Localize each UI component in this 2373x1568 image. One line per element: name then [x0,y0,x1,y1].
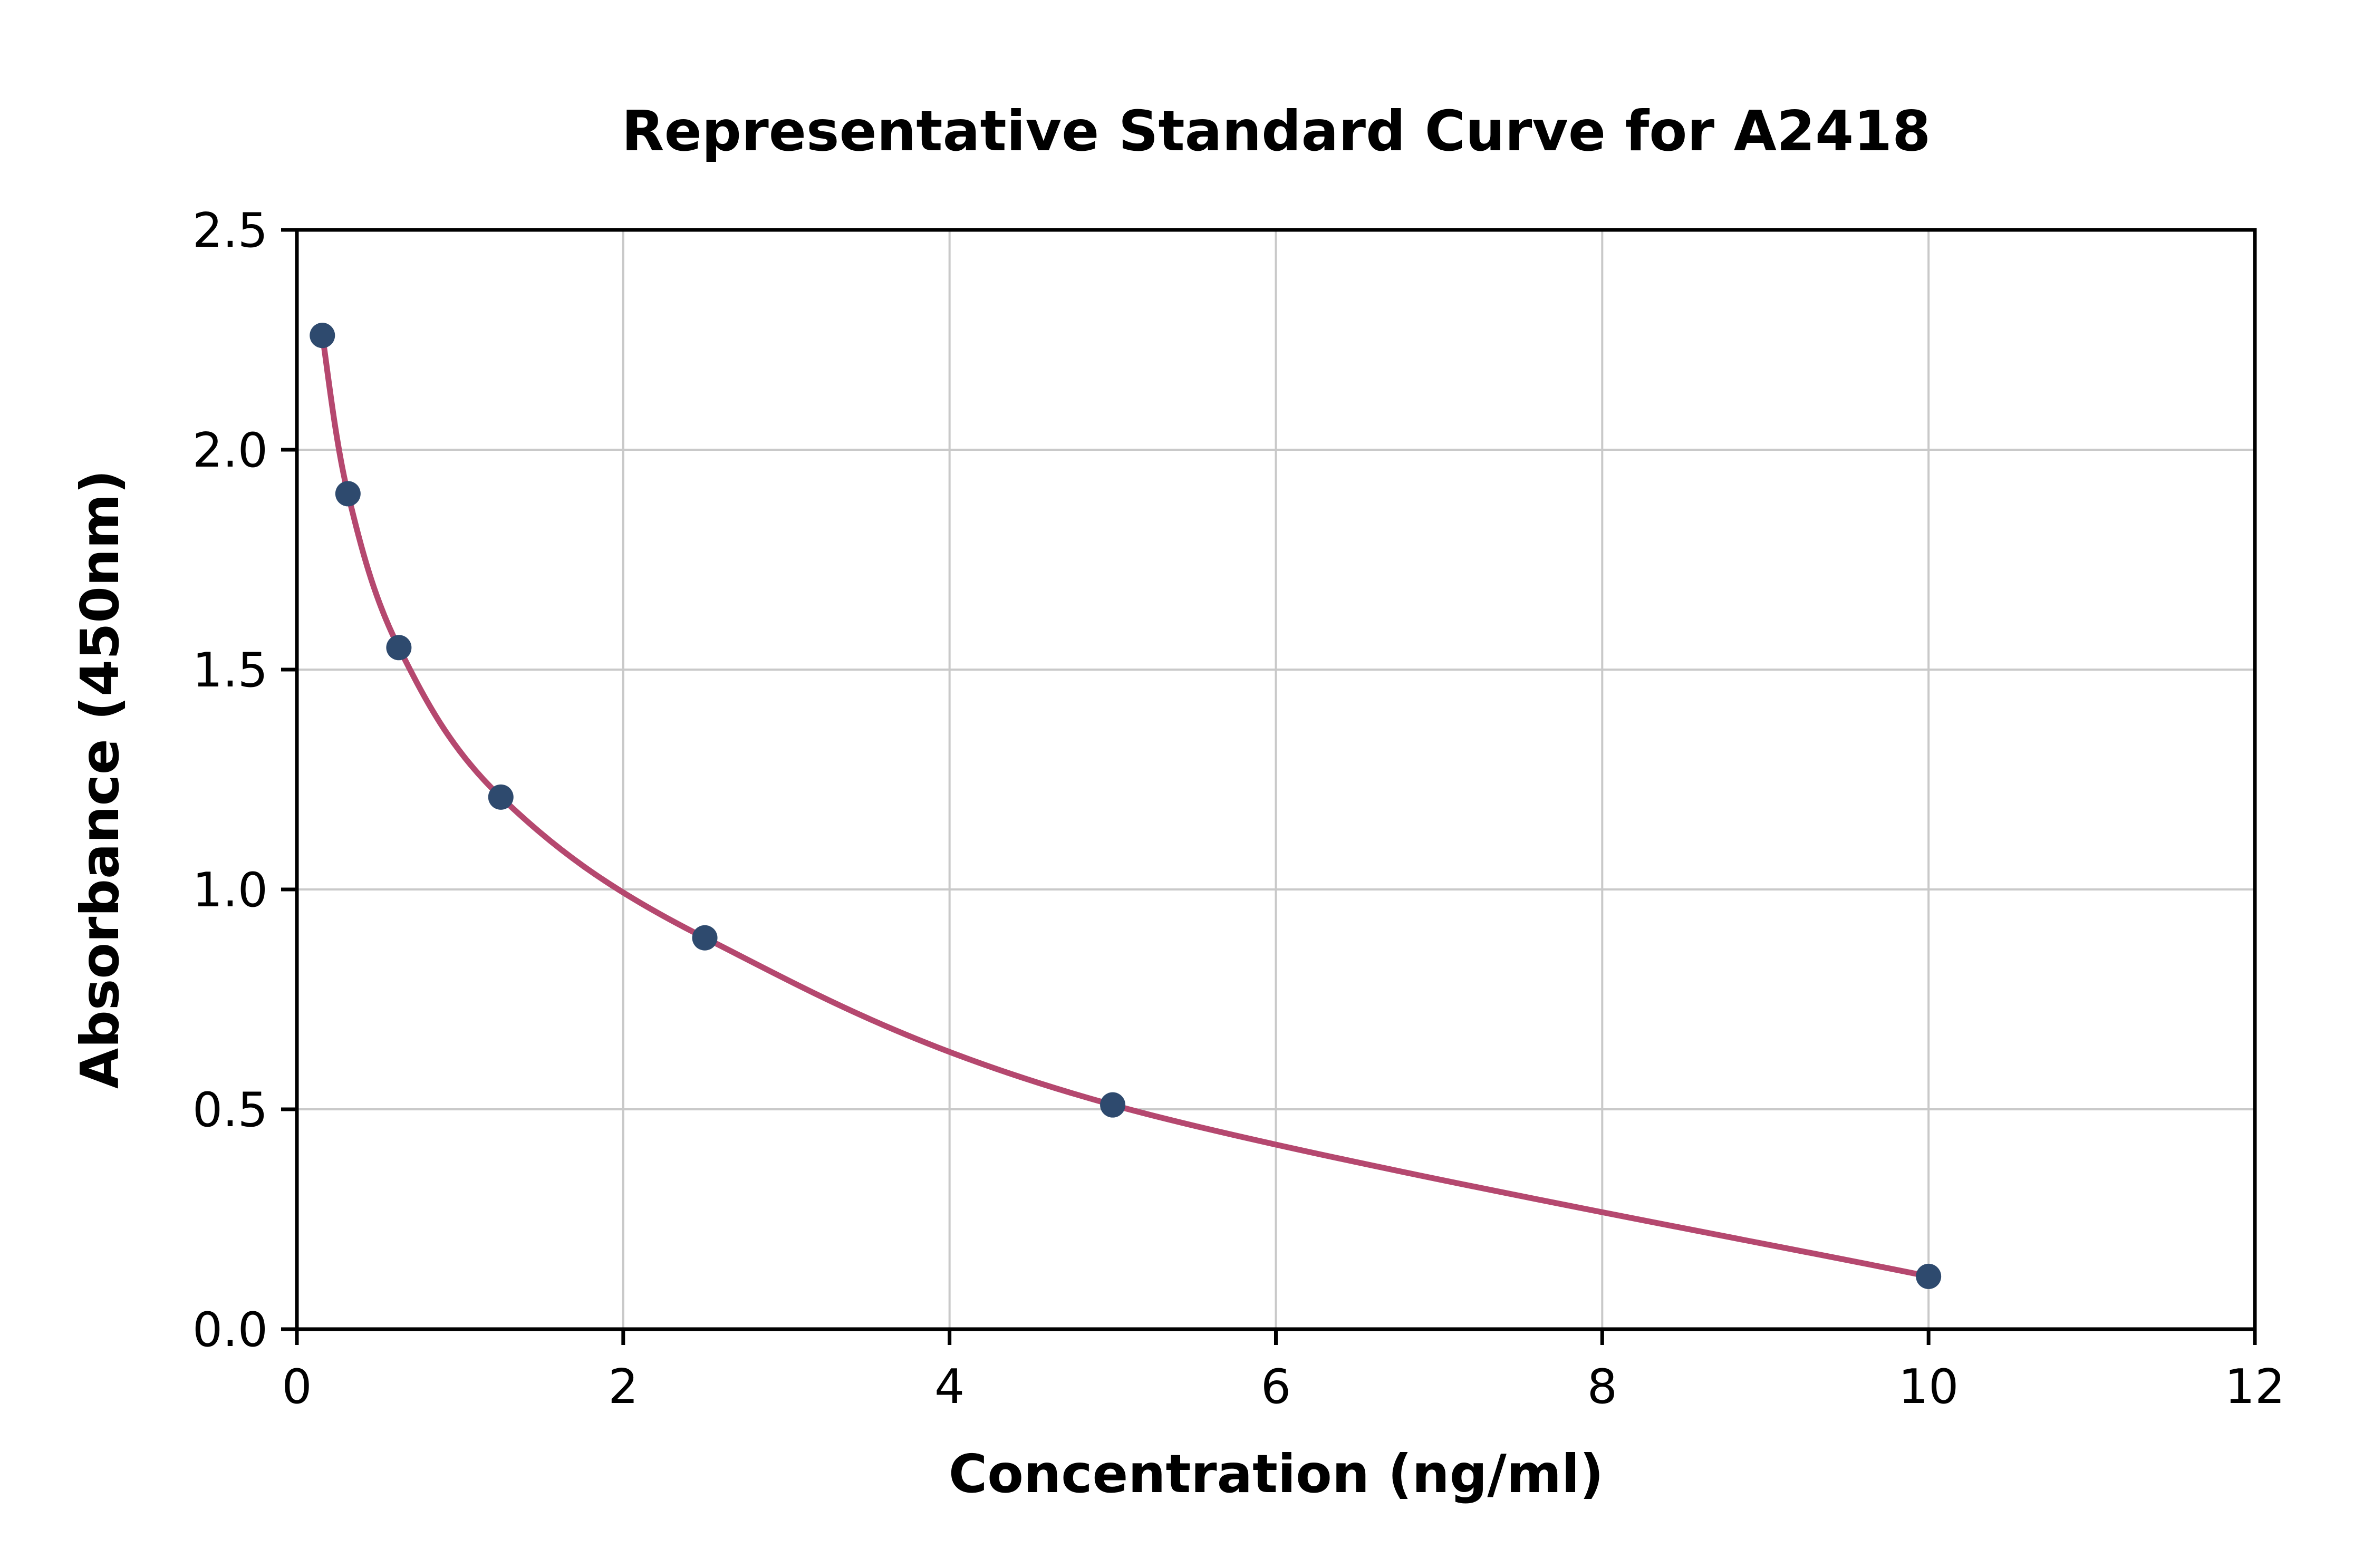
y-tick-label: 2.5 [192,203,268,258]
y-axis-label: Absorbance (450nm) [69,470,131,1089]
x-tick-label: 2 [608,1359,638,1415]
data-point [488,784,514,810]
x-axis-label: Concentration (ng/ml) [949,1443,1604,1505]
data-point [1100,1092,1126,1118]
data-layer [310,323,1942,1289]
y-tick-label: 1.5 [192,643,268,698]
data-point [310,323,335,349]
y-tick-label: 1.0 [192,863,268,918]
x-tick-label: 6 [1261,1359,1291,1415]
chart-title: Representative Standard Curve for A2418 [622,99,1931,163]
grid-layer [297,230,2255,1329]
y-tick-label: 0.5 [192,1082,268,1138]
data-point [1916,1263,1942,1289]
x-tick-label: 4 [934,1359,964,1415]
y-tick-label: 0.0 [192,1302,268,1358]
x-tick-label: 0 [282,1359,312,1415]
x-tick-label: 10 [1898,1359,1959,1415]
data-point [386,635,412,661]
fitted-curve [319,332,1932,1280]
data-point [335,481,361,507]
x-tick-label: 12 [2225,1359,2285,1415]
data-point [692,925,718,951]
tick-layer: 0 2 4 6 8 10 12 0.0 0.5 1.0 1.5 2.0 2.5 [192,203,2285,1415]
y-tick-label: 2.0 [192,423,268,478]
x-tick-label: 8 [1587,1359,1617,1415]
